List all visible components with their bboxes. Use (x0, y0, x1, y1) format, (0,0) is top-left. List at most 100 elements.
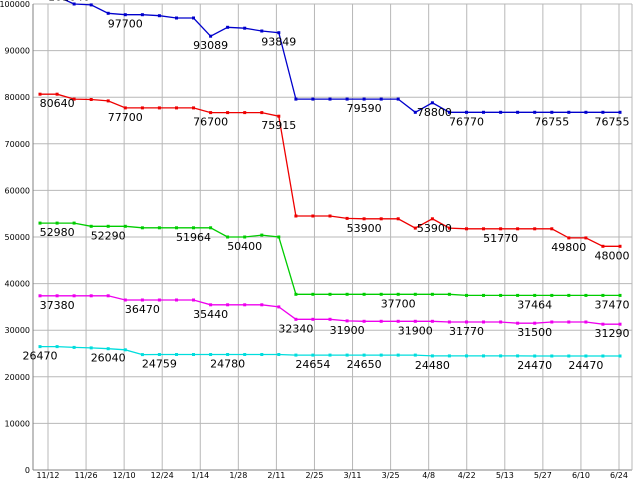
data-point (345, 97, 349, 101)
data-label: 37470 (595, 298, 630, 311)
data-point (567, 354, 571, 358)
data-label: 52980 (40, 226, 75, 239)
data-point (396, 217, 400, 221)
data-point (618, 293, 622, 297)
data-point (482, 110, 485, 114)
data-point (38, 92, 42, 96)
data-point (533, 321, 537, 325)
data-point (499, 110, 503, 114)
data-point (260, 29, 264, 33)
data-point (482, 320, 485, 324)
x-tick-label: 3/11 (344, 471, 362, 480)
data-point (465, 293, 468, 297)
data-point (106, 99, 110, 103)
data-point (123, 106, 127, 110)
data-label: 24780 (210, 358, 245, 371)
data-label: 24759 (142, 358, 177, 371)
data-point (157, 14, 161, 18)
data-point (447, 354, 451, 358)
data-point (618, 110, 622, 114)
y-axis-ticks: 0 10000 20000 30000 40000 50000 60000 70000 8000… (0, 0, 30, 475)
data-point (567, 320, 571, 324)
y-tick-label: 10000 (5, 419, 30, 428)
data-point (447, 110, 451, 114)
data-label: 77700 (108, 111, 143, 124)
data-label: 76700 (193, 116, 228, 129)
data-label: 51964 (176, 231, 211, 244)
data-label: 79590 (347, 102, 382, 115)
data-point (567, 236, 571, 240)
data-label: 48000 (595, 249, 630, 262)
data-point (516, 227, 520, 231)
data-point (362, 217, 366, 221)
x-tick-label: 4/8 (422, 471, 435, 480)
data-label: 37380 (40, 299, 75, 312)
data-point (294, 292, 298, 296)
data-point (379, 292, 383, 296)
data-point (396, 319, 400, 323)
data-point (601, 354, 605, 358)
x-tick-label: 1/14 (191, 471, 209, 480)
data-point (533, 293, 537, 297)
data-label: 78800 (417, 106, 452, 119)
data-point (72, 97, 76, 101)
data-point (550, 110, 554, 114)
data-point (123, 224, 127, 228)
x-tick-label: 2/25 (305, 471, 323, 480)
data-label: 52290 (91, 229, 126, 242)
y-tick-label: 50000 (5, 233, 30, 242)
data-label: 31290 (595, 327, 630, 340)
data-point (140, 106, 144, 110)
data-point (55, 345, 59, 349)
data-point (447, 320, 451, 324)
data-label: 50400 (227, 240, 262, 253)
data-point (277, 114, 281, 118)
data-point (345, 292, 349, 296)
series-0 (63, 0, 622, 114)
data-point (89, 224, 93, 228)
x-tick-label: 5/27 (534, 471, 552, 480)
x-tick-label: 5/13 (496, 471, 514, 480)
series-1 (38, 92, 622, 248)
grid-lines (33, 3, 632, 471)
data-point (277, 305, 281, 309)
data-point (516, 293, 520, 297)
data-point (294, 353, 298, 357)
data-point (430, 292, 434, 296)
data-point (311, 353, 315, 357)
data-point (465, 110, 468, 114)
series-3 (38, 294, 622, 326)
data-point (140, 353, 144, 357)
data-point (243, 26, 247, 30)
data-point (447, 292, 451, 296)
data-point (209, 303, 213, 307)
data-point (157, 353, 161, 356)
series-4 (38, 345, 622, 358)
data-point (140, 13, 144, 17)
data-point (243, 235, 247, 239)
data-point (157, 106, 161, 110)
data-point (482, 354, 485, 358)
data-point (294, 214, 298, 218)
y-tick-label: 0 (25, 466, 30, 475)
data-point (601, 322, 605, 326)
data-point (175, 226, 178, 230)
data-point (277, 353, 281, 356)
data-point (430, 217, 434, 221)
data-point (465, 354, 468, 358)
data-point (38, 294, 42, 298)
data-label: 24470 (568, 359, 603, 372)
data-point (362, 292, 366, 296)
data-point (157, 298, 161, 302)
data-point (277, 235, 281, 239)
x-tick-label: 12/10 (113, 471, 136, 480)
data-point (413, 319, 417, 323)
data-point (209, 111, 213, 115)
data-label: 80640 (40, 97, 75, 110)
data-point (72, 345, 76, 349)
y-tick-label: 40000 (5, 280, 30, 289)
data-point (55, 294, 59, 298)
